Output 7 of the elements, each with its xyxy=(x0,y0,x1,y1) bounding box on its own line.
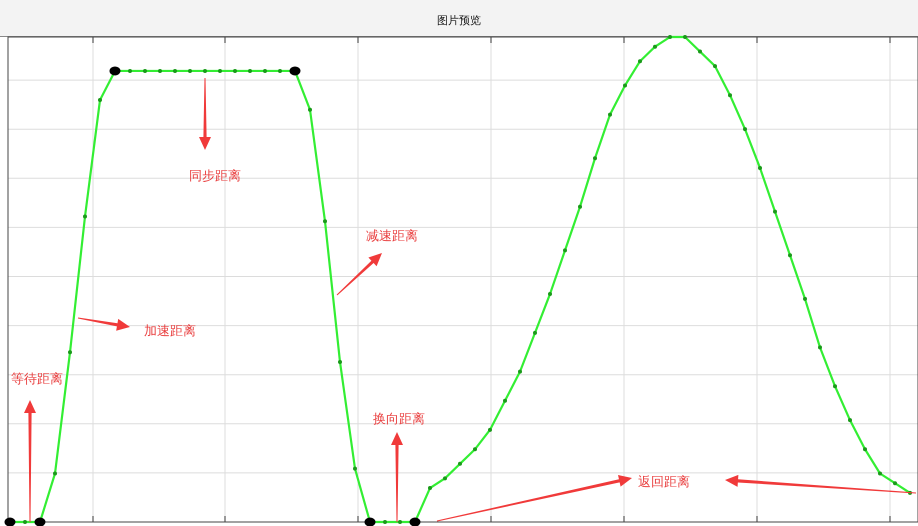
annotation: 加速距离 xyxy=(144,323,196,339)
annotation: 换向距离 xyxy=(373,411,425,427)
chart-title: 图片预览 xyxy=(437,14,481,27)
annotation: 减速距离 xyxy=(366,228,418,244)
annotation: 等待距离 xyxy=(11,371,63,387)
annotation: 同步距离 xyxy=(189,168,241,184)
annotation: 返回距离 xyxy=(638,474,690,490)
